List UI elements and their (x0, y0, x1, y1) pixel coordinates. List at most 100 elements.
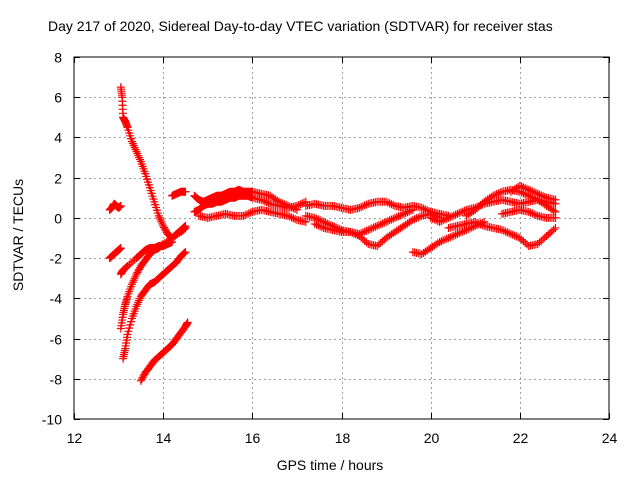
x-tick-label: 22 (513, 430, 529, 446)
y-tick-label: 4 (54, 130, 62, 146)
data-point-interp (410, 215, 419, 224)
data-point-interp (526, 186, 535, 195)
data-point-interp (351, 230, 360, 239)
data-point-interp (531, 188, 540, 197)
data-point (116, 244, 125, 253)
data-point-interp (135, 155, 144, 164)
series-s10 (190, 191, 310, 216)
data-point (183, 318, 192, 327)
series-s19 (506, 181, 560, 204)
y-tick-label: 6 (54, 90, 62, 106)
data-point-interp (403, 208, 412, 217)
data-point (551, 223, 560, 232)
data-point-interp (433, 239, 442, 248)
data-point-interp (130, 143, 139, 152)
series-s8 (168, 187, 190, 200)
data-point-interp (442, 214, 451, 223)
data-point (292, 201, 301, 210)
data-point-interp (401, 209, 410, 218)
data-point (181, 187, 190, 196)
data-point (435, 238, 444, 247)
data-point-interp (428, 214, 437, 223)
data-point-interp (262, 198, 271, 207)
data-point-interp (362, 226, 371, 235)
data-point-interp (369, 223, 378, 232)
data-point-interp (451, 230, 460, 239)
y-axis-label: SDTVAR / TECUs (10, 178, 26, 292)
data-point-interp (437, 237, 446, 246)
data-point-interp (458, 207, 467, 216)
data-point (132, 147, 141, 156)
data-point-interp (349, 229, 358, 238)
data-point-interp (460, 206, 469, 215)
data-point-interp (155, 213, 164, 222)
data-point (355, 203, 364, 212)
data-point (426, 213, 435, 222)
series-s20 (498, 205, 560, 222)
y-tick-label: -6 (50, 332, 63, 348)
data-point-interp (246, 208, 255, 217)
data-point-interp (492, 190, 501, 199)
data-point-interp (317, 223, 326, 232)
data-point-interp (407, 206, 416, 215)
data-point-interp (440, 215, 449, 224)
data-point-interp (158, 219, 167, 228)
data-point-interp (133, 300, 142, 309)
data-point (364, 225, 373, 234)
data-point-interp (387, 200, 396, 209)
data-point-interp (530, 210, 539, 219)
data-point-interp (180, 248, 189, 257)
data-point-interp (128, 278, 137, 287)
data-point-interp (129, 141, 138, 150)
data-point-interp (537, 191, 546, 200)
data-point-interp (519, 183, 528, 192)
data-point-interp (383, 198, 392, 207)
x-tick-label: 20 (424, 430, 440, 446)
data-point-interp (501, 227, 510, 236)
data-point-interp (289, 214, 298, 223)
data-point-interp (367, 224, 376, 233)
data-point-interp (312, 220, 321, 229)
data-point (373, 221, 382, 230)
data-point-interp (412, 214, 421, 223)
data-point-interp (473, 218, 482, 227)
data-point-interp (503, 228, 512, 237)
data-point-interp (405, 207, 414, 216)
data-point (417, 203, 426, 212)
data-point (310, 219, 319, 228)
data-point (127, 137, 136, 146)
x-tick-label: 18 (335, 430, 351, 446)
data-point-interp (362, 238, 371, 247)
data-point-interp (494, 189, 503, 198)
data-point (391, 213, 399, 222)
data-point-interp (296, 200, 305, 209)
data-point-interp (549, 225, 558, 234)
data-point-interp (394, 212, 403, 221)
data-point-interp (358, 202, 367, 211)
data-point-interp (446, 213, 455, 222)
data-point-interp (474, 219, 483, 228)
data-point-interp (259, 196, 268, 205)
data-point-interp (131, 145, 140, 154)
data-point-interp (505, 229, 514, 238)
data-point (524, 207, 533, 216)
data-point-interp (517, 182, 526, 191)
data-point-interp (458, 227, 467, 236)
data-point-interp (156, 215, 165, 224)
data-point-interp (530, 188, 539, 197)
series-s11 (194, 205, 310, 226)
data-point-interp (448, 232, 457, 241)
data-point-interp (531, 211, 540, 220)
data-point-interp (134, 298, 143, 307)
data-point (489, 191, 498, 200)
grid-lines (74, 57, 609, 419)
data-point-interp (430, 215, 439, 224)
data-point-interp (451, 210, 460, 219)
data-point (408, 205, 417, 214)
data-points (105, 83, 560, 385)
series-s2 (105, 244, 125, 263)
data-point-interp (316, 222, 325, 231)
data-point-interp (490, 190, 499, 199)
data-point-interp (383, 217, 392, 226)
